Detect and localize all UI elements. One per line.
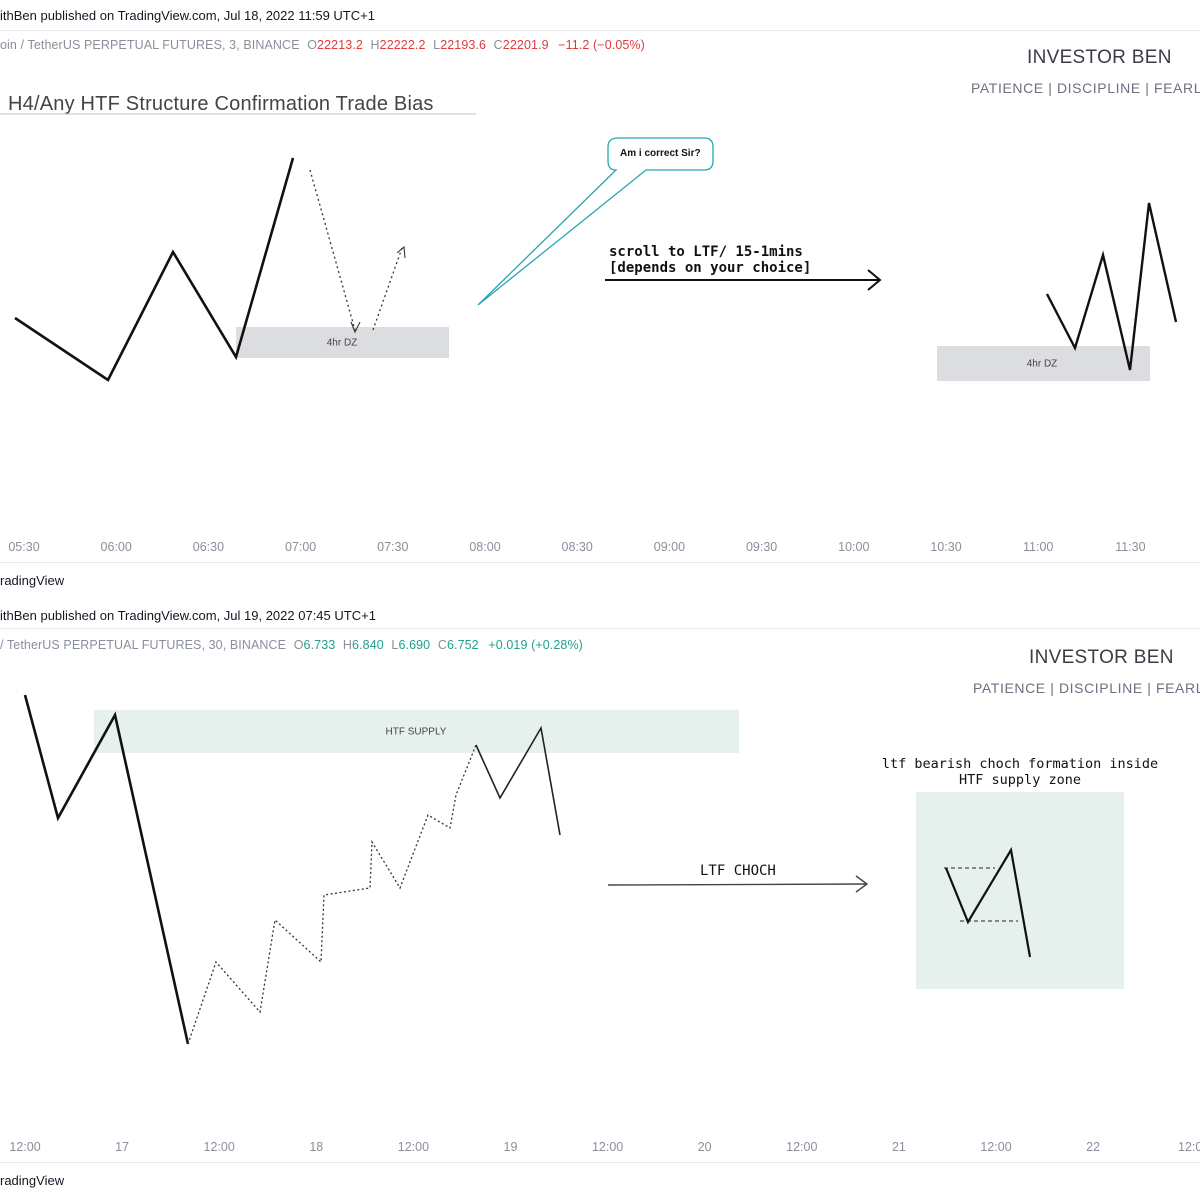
projection-down-dotted [309, 169, 356, 331]
zone-label-right: 4hr DZ [1026, 358, 1058, 370]
time-axis-label: 20 [697, 1140, 712, 1154]
htf-move-solid [23, 694, 190, 1045]
footer-brand: radingView [0, 1173, 65, 1188]
time-axis-label: 12:00 [786, 1140, 818, 1154]
open-label: O [307, 38, 318, 52]
time-axis-label: 12:00 [980, 1140, 1012, 1154]
low-label: L [391, 638, 399, 652]
close-value: 22201.9 [502, 38, 549, 52]
choch-path [944, 846, 1032, 958]
divider [0, 628, 1200, 629]
chart-panel-1: ithBen published on TradingView.com, Jul… [0, 8, 1200, 588]
high-label: H [370, 38, 380, 52]
symbol-line: oin / TetherUS PERPETUAL FUTURES, 3, BIN… [0, 38, 645, 52]
inset-title-line-2: HTF supply zone [959, 772, 1081, 788]
time-axis-label: 12:00 [9, 1140, 41, 1154]
open-value: 22213.2 [317, 38, 363, 52]
time-axis-label: 09:30 [745, 540, 778, 554]
time-axis-label: 12:00 [591, 1140, 624, 1154]
footer-brand: radingView [0, 573, 65, 588]
symbol-line: / TetherUS PERPETUAL FUTURES, 30, BINANC… [0, 638, 583, 652]
published-line: ithBen published on TradingView.com, Jul… [0, 608, 376, 623]
time-axis-label: 06:00 [100, 540, 132, 554]
reaction-solid [475, 725, 561, 836]
projection-down-arrowhead [350, 321, 361, 334]
divider [0, 30, 1200, 31]
inset-supply-zone [916, 792, 1124, 989]
projection-up-dotted [372, 247, 403, 331]
time-axis-label: 07:30 [377, 540, 409, 554]
low-value: 22193.6 [440, 38, 487, 52]
supply-label: HTF SUPPLY [385, 726, 447, 738]
scroll-arrow-head [867, 269, 882, 291]
low-value: 6.690 [398, 638, 431, 652]
speech-bubble [477, 137, 714, 306]
time-axis-label: 12:00 [397, 1140, 430, 1154]
divider [0, 1162, 1200, 1163]
chart-heading: H4/Any HTF Structure Confirmation Trade … [8, 93, 434, 115]
published-line: ithBen published on TradingView.com, Jul… [0, 8, 375, 23]
time-axis-label: 22 [1086, 1140, 1101, 1154]
chart-panel-2: ithBen published on TradingView.com, Jul… [0, 600, 1200, 1200]
ltf-reaction-path [1045, 202, 1178, 371]
demand-zone-right [937, 346, 1150, 381]
brand-name: INVESTOR BEN [1027, 47, 1172, 68]
brand-tagline: PATIENCE | DISCIPLINE | FEARLE [973, 680, 1200, 696]
time-axis-label: 11:00 [1023, 540, 1054, 554]
time-axis-label: 18 [309, 1140, 324, 1154]
open-label: O [293, 638, 304, 652]
time-axis-label: 10:00 [838, 540, 870, 554]
demand-zone-left [236, 327, 449, 358]
time-axis-label: 09:00 [653, 540, 686, 554]
time-axis-label: 12:00 [203, 1140, 235, 1154]
time-axis-label: 21 [891, 1140, 906, 1154]
symbol-name: / TetherUS PERPETUAL FUTURES, 30, BINANC… [0, 638, 287, 652]
choch-arrow-head [855, 875, 869, 893]
projection-up-arrowhead [396, 245, 406, 259]
close-value: 6.752 [446, 638, 479, 652]
change-value: +0.019 (+0.28%) [488, 638, 583, 652]
htf-supply-zone [94, 710, 739, 753]
chart-canvas-1 [0, 113, 1178, 382]
time-axis-label: 11:30 [1115, 540, 1146, 554]
brand-tagline: PATIENCE | DISCIPLINE | FEARLE [971, 80, 1200, 96]
note-line-1: scroll to LTF/ 15-1mins [609, 244, 803, 260]
time-axis-label: 06:30 [192, 540, 225, 554]
inset-title-line-1: ltf bearish choch formation inside [881, 756, 1159, 772]
time-axis-label: 07:00 [284, 540, 317, 554]
choch-arrow-line [607, 883, 868, 886]
high-value: 6.840 [352, 638, 384, 652]
choch-arrow-label: LTF CHOCH [700, 863, 776, 879]
open-value: 6.733 [303, 638, 336, 652]
time-axis-label: 10:30 [930, 540, 962, 554]
zone-label-left: 4hr DZ [326, 337, 358, 349]
high-value: 22222.2 [379, 38, 426, 52]
close-label: C [437, 638, 447, 652]
chart-canvas-2 [23, 694, 1124, 1045]
time-axis-label: 17 [115, 1140, 130, 1154]
time-axis-label: 08:00 [469, 540, 501, 554]
note-line-2: [depends on your choice] [609, 260, 812, 276]
price-path-solid [14, 157, 295, 382]
time-axis-label: 12:0 [1178, 1140, 1200, 1154]
change-value: −11.2 (−0.05%) [558, 38, 645, 52]
symbol-name: oin / TetherUS PERPETUAL FUTURES, 3, BIN… [0, 38, 300, 52]
high-label: H [342, 638, 353, 652]
brand-name: INVESTOR BEN [1029, 647, 1174, 668]
time-axis-label: 19 [503, 1140, 518, 1154]
time-axis-label: 08:30 [561, 540, 593, 554]
divider [0, 562, 1200, 563]
low-label: L [433, 38, 441, 52]
bubble-text: Am i correct Sir? [620, 148, 701, 159]
close-label: C [493, 38, 503, 52]
retrace-dotted [187, 744, 477, 1045]
time-axis-label: 05:30 [8, 540, 40, 554]
